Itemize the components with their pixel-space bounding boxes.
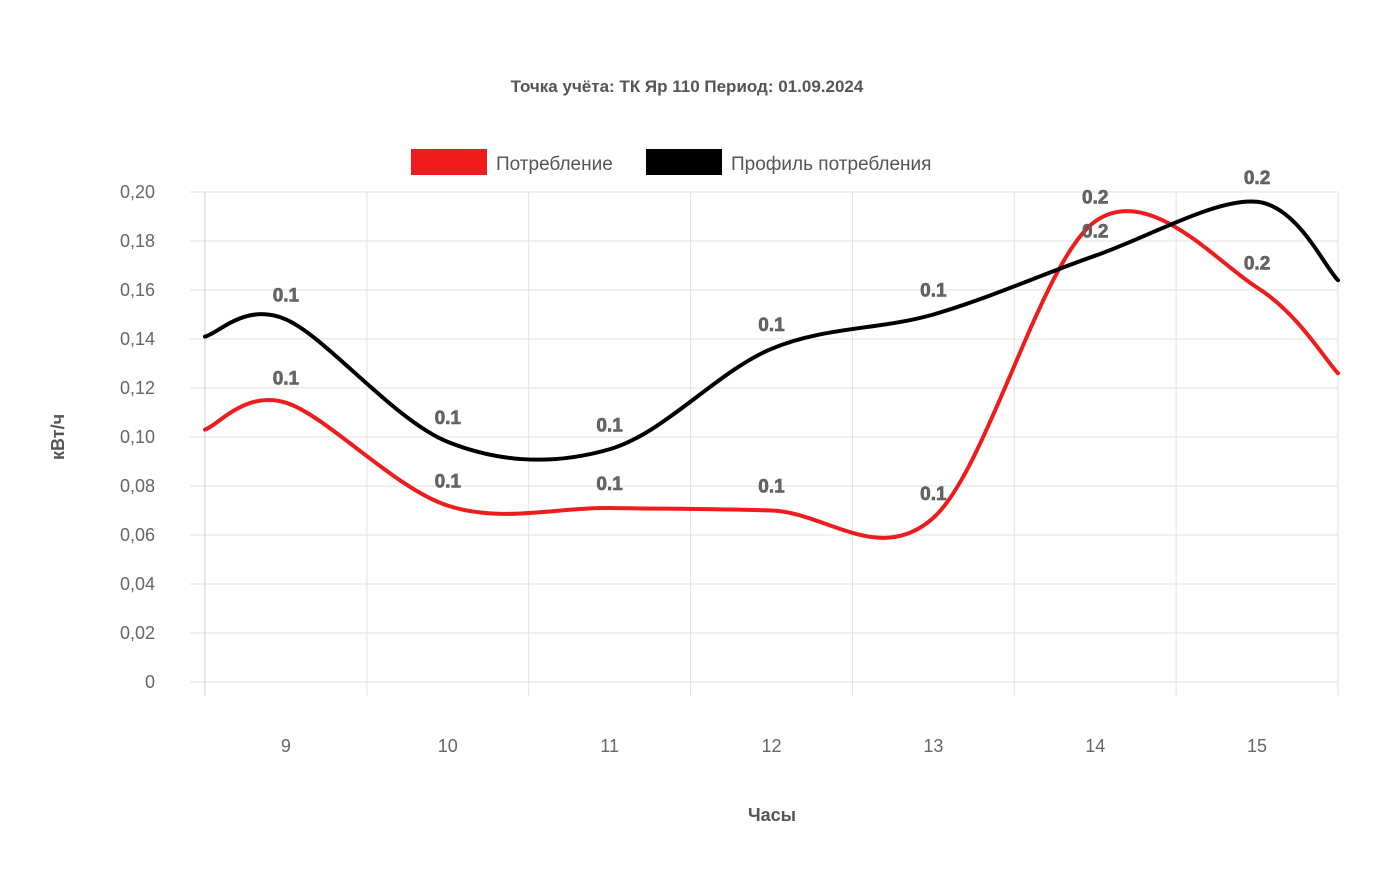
y-tick-label: 0,08 bbox=[120, 476, 155, 496]
y-tick-label: 0,14 bbox=[120, 329, 155, 349]
y-axis-ticks: 0 0,02 0,04 0,06 0,08 0,10 0,12 0,14 0,16 0,18 0,2… bbox=[120, 182, 155, 692]
data-label: 0.2 bbox=[1244, 168, 1270, 189]
x-tick-label: 10 bbox=[438, 736, 458, 756]
x-axis-title: Часы bbox=[748, 805, 796, 825]
data-label: 0.1 bbox=[596, 415, 623, 436]
data-labels: 0.1 0.1 0.1 0.1 0.1 0.2 0.2 0.1 0.1 0.1 0.1 0.1 0.2 0… bbox=[272, 168, 1270, 506]
legend: Потребление Профиль потребления bbox=[411, 149, 931, 175]
data-label: 0.1 bbox=[920, 281, 947, 302]
x-tick-label: 11 bbox=[600, 736, 619, 756]
y-tick-label: 0,06 bbox=[120, 525, 155, 545]
x-tick-label: 14 bbox=[1085, 736, 1105, 756]
y-tick-label: 0,12 bbox=[120, 378, 155, 398]
data-label: 0.2 bbox=[1244, 254, 1270, 275]
data-label: 0.1 bbox=[273, 369, 300, 390]
x-tick-label: 13 bbox=[923, 736, 943, 756]
series-line-profile bbox=[203, 199, 1340, 462]
data-label: 0.1 bbox=[435, 408, 462, 429]
data-label: 0.1 bbox=[435, 472, 462, 493]
y-tick-label: 0,04 bbox=[120, 574, 155, 594]
data-label: 0.1 bbox=[273, 285, 300, 306]
legend-label-potreblenie: Потребление bbox=[496, 154, 613, 175]
y-tick-label: 0,02 bbox=[120, 623, 155, 643]
legend-swatch-profile bbox=[646, 149, 722, 175]
y-tick-label: 0,18 bbox=[120, 231, 155, 251]
x-tick-label: 9 bbox=[281, 736, 291, 756]
y-tick-label: 0,16 bbox=[120, 280, 155, 300]
data-label: 0.1 bbox=[758, 315, 785, 336]
y-tick-label: 0 bbox=[145, 672, 155, 692]
x-axis-ticks: 9 10 11 12 13 14 15 bbox=[281, 736, 1267, 756]
legend-swatch-potreblenie bbox=[411, 149, 487, 175]
x-tick-label: 15 bbox=[1247, 736, 1267, 756]
data-label: 0.1 bbox=[758, 477, 785, 498]
series-line-potreblenie bbox=[203, 209, 1340, 540]
data-label: 0.1 bbox=[596, 474, 623, 495]
data-label: 0.2 bbox=[1082, 222, 1108, 243]
y-tick-label: 0,10 bbox=[120, 427, 155, 447]
y-tick-label: 0,20 bbox=[120, 182, 155, 202]
series-lines bbox=[203, 199, 1340, 540]
data-label: 0.1 bbox=[920, 484, 947, 505]
grid bbox=[190, 191, 1339, 696]
chart-title: Точка учёта: ТК Яр 110 Период: 01.09.202… bbox=[511, 77, 864, 96]
x-tick-label: 12 bbox=[761, 736, 781, 756]
y-axis-title: кВт/ч bbox=[48, 414, 68, 460]
data-label: 0.2 bbox=[1082, 187, 1108, 208]
legend-label-profile: Профиль потребления bbox=[731, 154, 931, 175]
